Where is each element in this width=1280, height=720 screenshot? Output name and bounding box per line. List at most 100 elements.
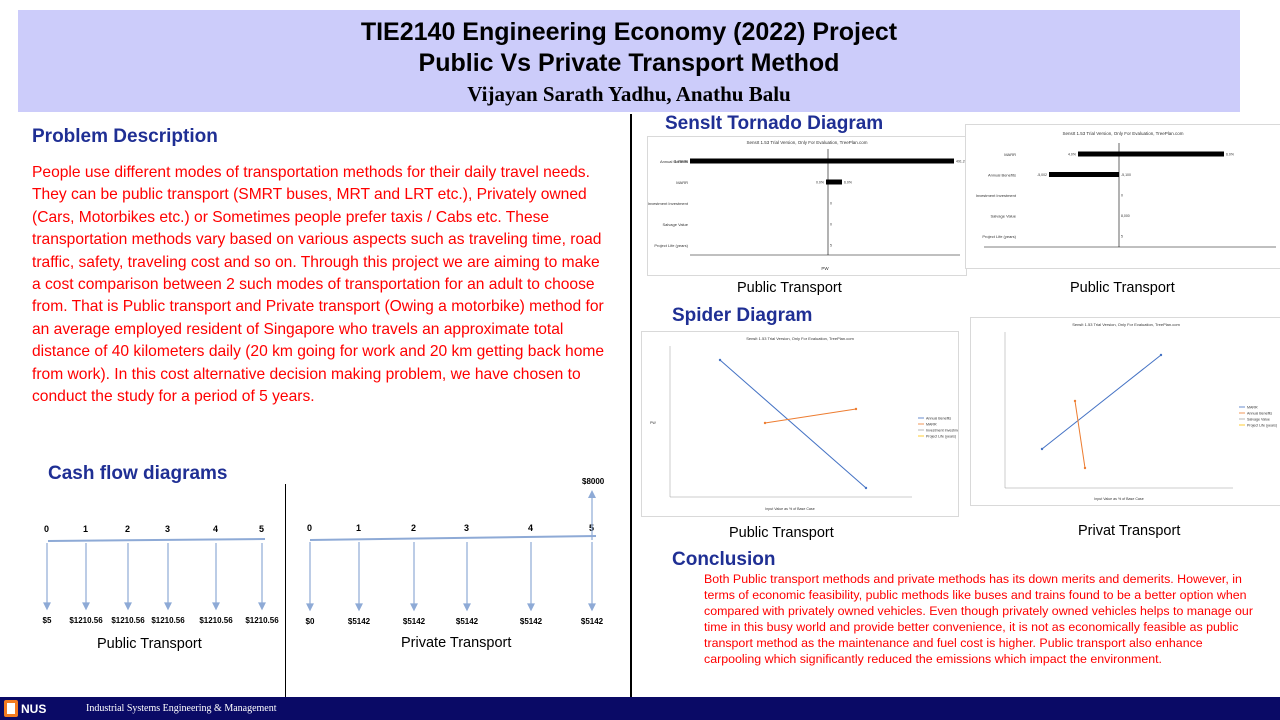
chart-title: SensIt 1.53 Trial Version, Only For Eval… bbox=[746, 336, 854, 341]
tornado-row-label: Project Life (years) bbox=[654, 243, 688, 248]
nus-logo-text: NUS bbox=[21, 702, 46, 716]
tornado-row: MARR 0.0% 6.0% bbox=[676, 179, 852, 185]
cashflow-public-diagram: 0 1 2 3 4 5 $5 $1210.56 $1210.56 $1210.56 $1210.5… bbox=[43, 524, 280, 625]
tornado-right-caption: Public Transport bbox=[1070, 280, 1175, 296]
cashflow-amount: $1210.56 bbox=[199, 616, 233, 625]
chart-xlabel: Input Value as % of Base Case bbox=[765, 507, 814, 511]
cashflow-amount: $1210.56 bbox=[69, 616, 103, 625]
spider-heading: Spider Diagram bbox=[672, 305, 813, 326]
tornado-row-label: Investment Investment bbox=[976, 193, 1017, 198]
cashflow-arrow bbox=[306, 542, 314, 612]
cashflow-arrow bbox=[527, 542, 535, 612]
cashflow-divider bbox=[285, 484, 286, 697]
cashflow-amount: $5142 bbox=[348, 617, 371, 626]
legend-item: Salvage Value bbox=[1247, 417, 1270, 421]
tornado-row-label: Investment Investment bbox=[648, 201, 689, 206]
annual-benefits-series bbox=[1073, 399, 1087, 470]
tornado-high-label: 0 bbox=[830, 223, 832, 227]
salvage-arrow bbox=[588, 490, 596, 540]
period-label: 1 bbox=[356, 523, 361, 533]
tornado-row-label: MARR bbox=[676, 180, 688, 185]
marr-series bbox=[1040, 353, 1163, 451]
chart-xlabel: Input Value as % of Base Case bbox=[1094, 497, 1143, 501]
spider-chart-right: SensIt 1.53 Trial Version, Only For Eval… bbox=[970, 317, 1280, 506]
footer-bar: NUS Industrial Systems Engineering & Man… bbox=[0, 697, 1280, 720]
legend-item: Annual Benefits bbox=[1247, 411, 1272, 415]
tornado-row-label: Project Life (years) bbox=[982, 234, 1016, 239]
tornado-high-label: 0 bbox=[1121, 194, 1123, 198]
period-label: 0 bbox=[307, 523, 312, 533]
tornado-chart-right: SensIt 1.53 Trial Version, Only For Eval… bbox=[965, 124, 1280, 269]
conclusion-heading: Conclusion bbox=[672, 549, 776, 570]
chart-title: SensIt 1.53 Trial Version, Only For Eval… bbox=[746, 140, 867, 145]
poster-title-line2: Public Vs Private Transport Method bbox=[418, 49, 840, 77]
marr-series bbox=[763, 407, 858, 425]
period-label: 2 bbox=[411, 523, 416, 533]
tornado-high-label: 6.0% bbox=[844, 181, 852, 185]
period-label: 4 bbox=[213, 524, 218, 534]
cashflow-arrow bbox=[82, 543, 90, 611]
tornado-low-label: 4.0% bbox=[1068, 153, 1076, 157]
tornado-row: Project Life (years) 5 bbox=[654, 243, 832, 248]
tornado-row: Investment Investment 0 bbox=[648, 201, 832, 206]
authors: Vijayan Sarath Yadhu, Anathu Balu bbox=[467, 82, 791, 106]
tornado-high-label: 0 bbox=[830, 202, 832, 206]
period-label: 0 bbox=[44, 524, 49, 534]
spider-left-caption: Public Transport bbox=[729, 525, 834, 541]
legend-item: Project Life (years) bbox=[1247, 423, 1277, 427]
period-label: 3 bbox=[464, 523, 469, 533]
cashflow-amount: $1210.56 bbox=[111, 616, 145, 625]
cashflow-arrow bbox=[212, 543, 220, 611]
tornado-high-label: -5,100 bbox=[1121, 173, 1131, 177]
legend-item: Annual Benefits bbox=[926, 416, 951, 420]
vertical-divider bbox=[630, 114, 632, 697]
chart-xlabel: PW bbox=[821, 266, 829, 271]
header-banner: TIE2140 Engineering Economy (2022) Proje… bbox=[18, 10, 1240, 112]
tornado-high-label: 5 bbox=[1121, 235, 1123, 239]
tornado-row-label: Annual Benefits bbox=[660, 159, 688, 164]
chart-ylabel: PW bbox=[650, 421, 656, 425]
tornado-row: MARR 4.0% 6.0% bbox=[1004, 151, 1234, 157]
legend-item: Project Life (years) bbox=[926, 434, 956, 438]
tornado-row: Salvage Value 0 bbox=[663, 222, 833, 227]
tornado-bar bbox=[690, 158, 954, 164]
cashflow-amount: $1210.56 bbox=[245, 616, 279, 625]
tornado-row: Salvage Value 8,000 bbox=[991, 214, 1130, 219]
cashflow-arrow bbox=[43, 543, 51, 611]
tornado-row-label: Salvage Value bbox=[991, 214, 1017, 219]
legend-item: Investment Investment bbox=[926, 428, 958, 432]
tornado-bar bbox=[826, 179, 842, 185]
period-label: 4 bbox=[528, 523, 533, 533]
period-label: 3 bbox=[165, 524, 170, 534]
tornado-low-label: 0.0% bbox=[816, 181, 824, 185]
cashflow-amount: $5 bbox=[43, 616, 52, 625]
cashflow-private-caption: Private Transport bbox=[401, 635, 512, 651]
cashflow-arrow bbox=[355, 542, 363, 612]
cashflow-arrow bbox=[463, 542, 471, 612]
cashflow-amount: $5142 bbox=[520, 617, 543, 626]
cashflow-amount: $5142 bbox=[403, 617, 426, 626]
cashflow-arrow bbox=[588, 542, 596, 612]
cashflow-amount: $0 bbox=[306, 617, 315, 626]
cashflow-arrow bbox=[258, 543, 266, 611]
tornado-heading: SensIt Tornado Diagram bbox=[665, 113, 884, 134]
cashflow-arrow bbox=[164, 543, 172, 611]
legend-item: MARR bbox=[926, 422, 937, 426]
tornado-row: Project Life (years) 5 bbox=[982, 234, 1123, 239]
chart-title: SensIt 1.53 Trial Version, Only For Eval… bbox=[1072, 322, 1180, 327]
spider-right-caption: Privat Transport bbox=[1078, 523, 1181, 539]
footer-department: Industrial Systems Engineering & Managem… bbox=[86, 703, 277, 714]
tornado-high-label: 491.20 bbox=[956, 160, 966, 164]
tornado-left-caption: Public Transport bbox=[737, 280, 842, 296]
timeline-axis bbox=[309, 535, 597, 541]
cashflow-arrow bbox=[124, 543, 132, 611]
salvage-label: $8000 bbox=[582, 477, 605, 486]
tornado-row: Investment Investment 0 bbox=[976, 193, 1123, 198]
tornado-low-label: -5,002 bbox=[1037, 173, 1047, 177]
cashflow-amount: $1210.56 bbox=[151, 616, 185, 625]
period-label: 5 bbox=[259, 524, 264, 534]
legend-item: MARR bbox=[1247, 405, 1258, 409]
spider-chart-left: SensIt 1.53 Trial Version, Only For Eval… bbox=[641, 331, 962, 517]
tornado-row: Annual Benefits-1,156.00 491.20 bbox=[660, 158, 967, 164]
nus-logo: NUS bbox=[4, 700, 46, 717]
